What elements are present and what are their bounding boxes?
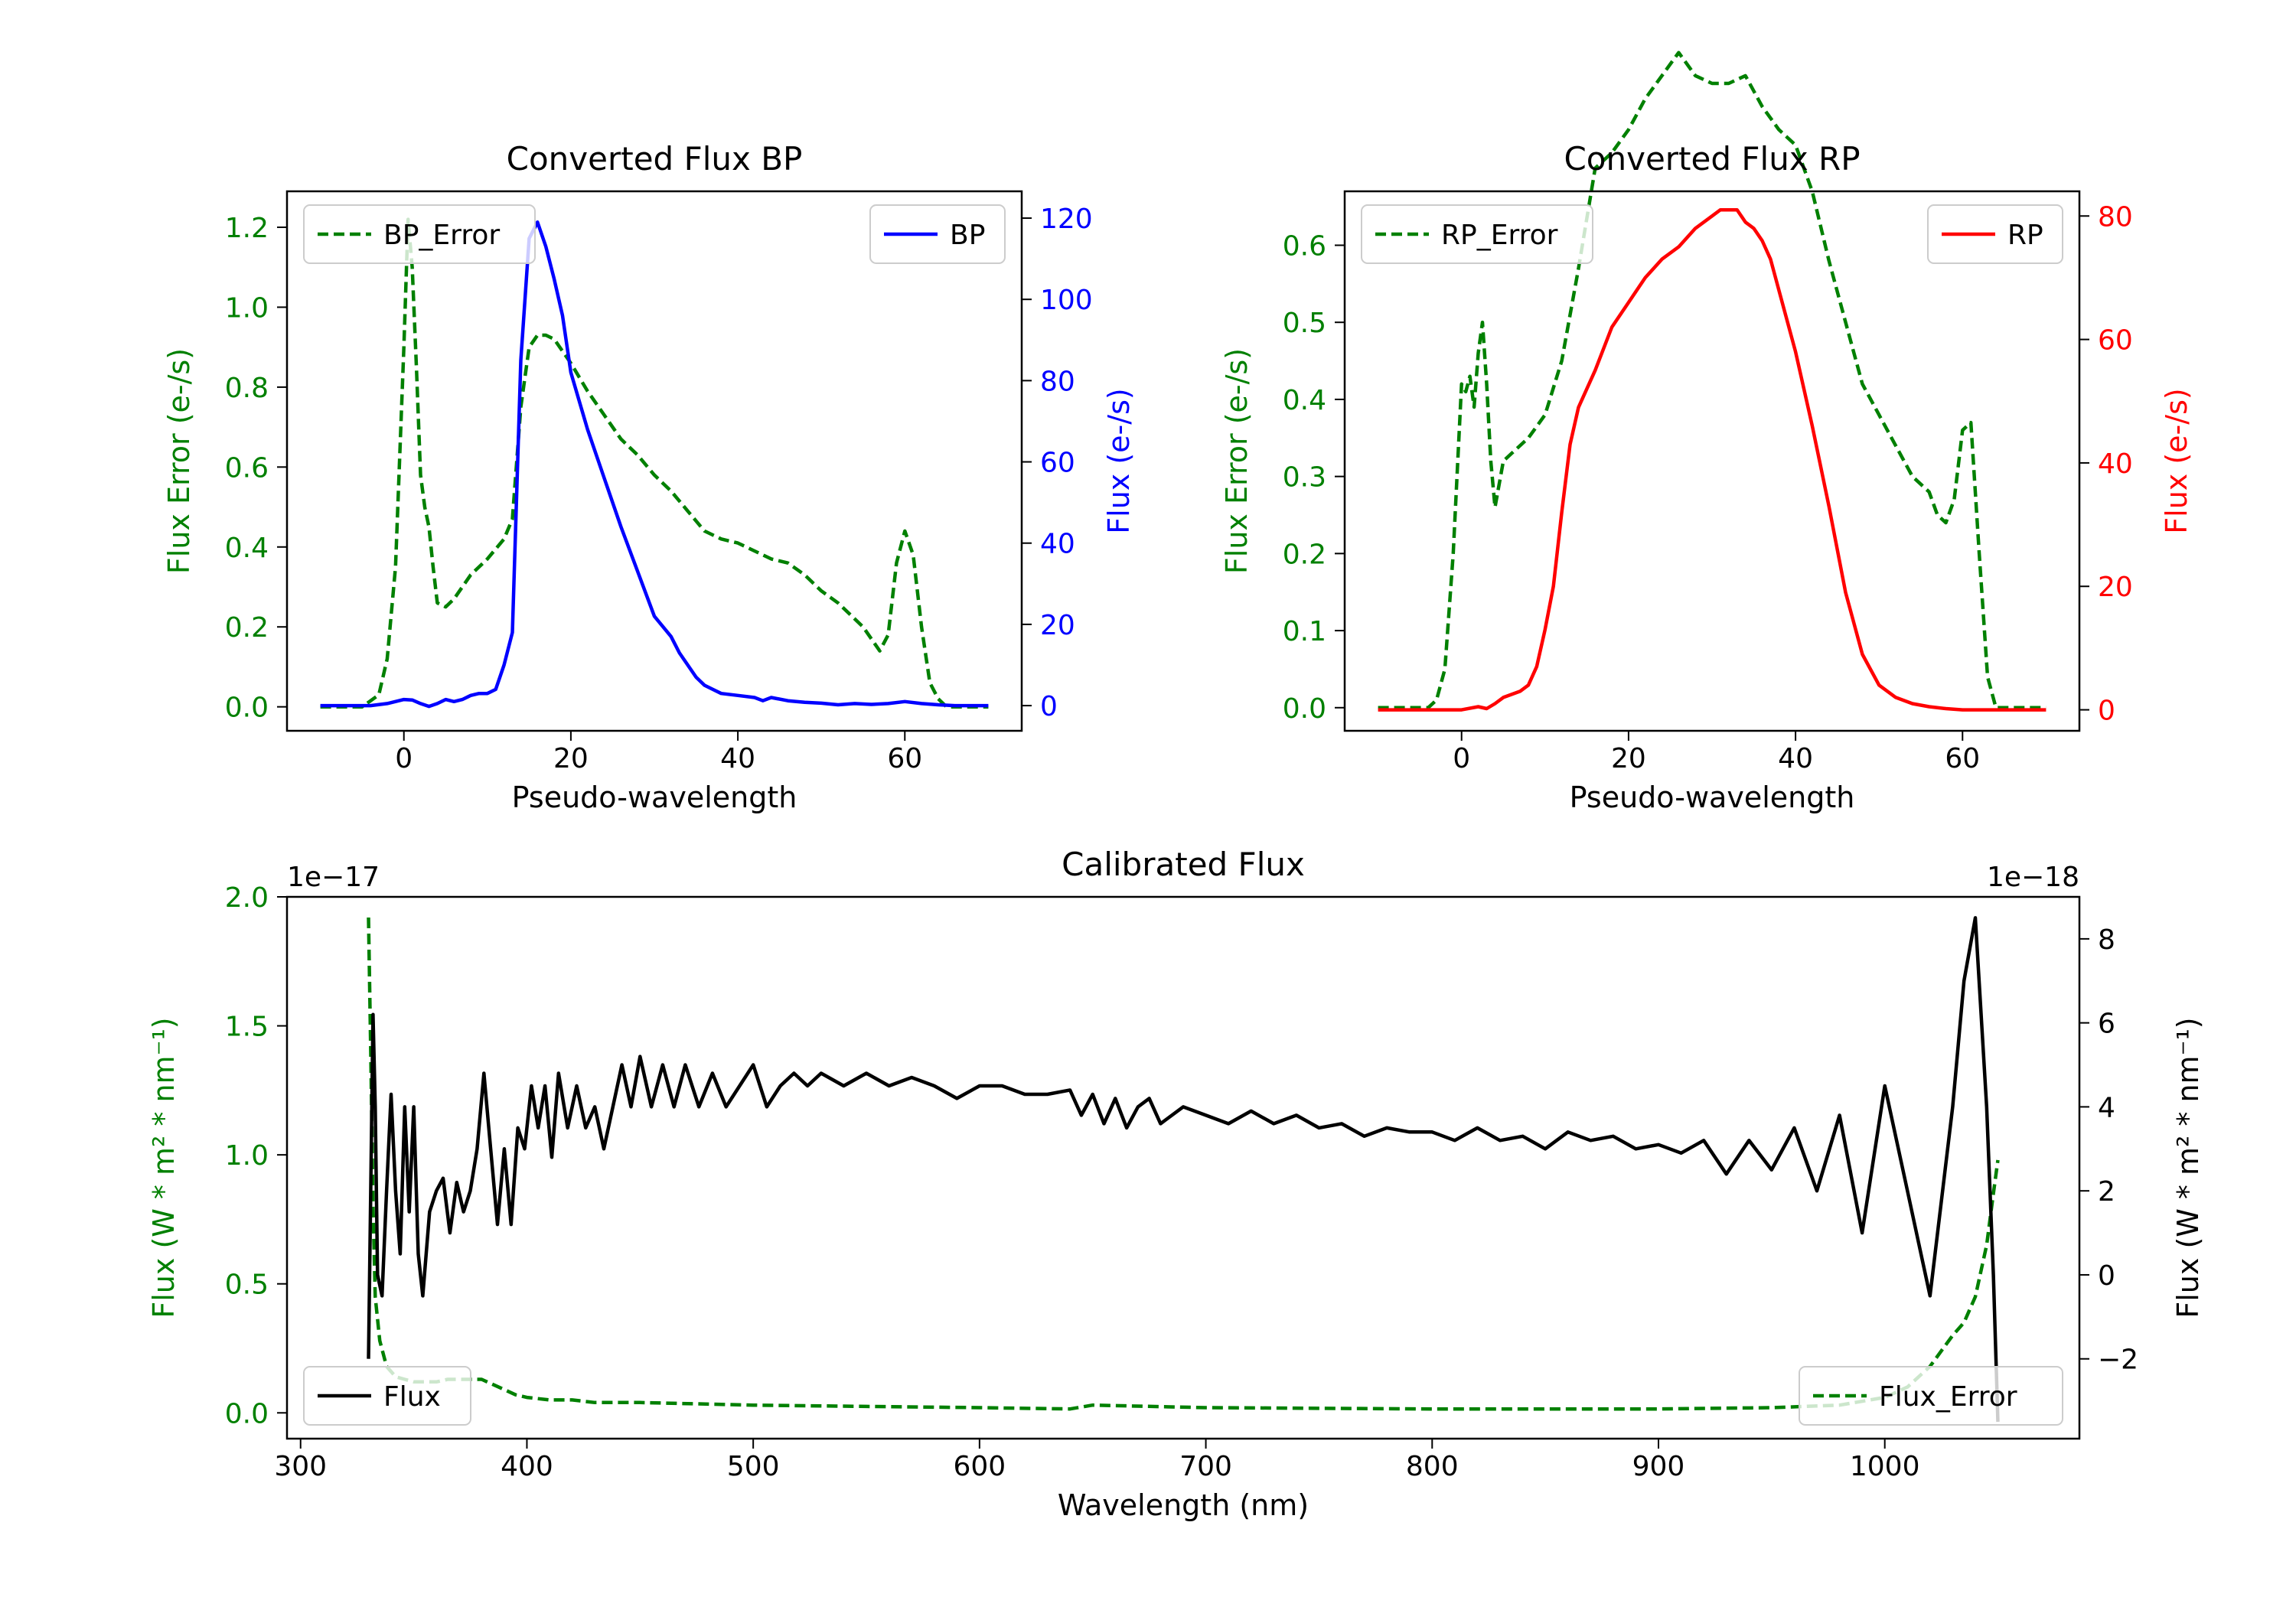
left-tick-label: 0.0 <box>1283 693 1326 725</box>
series-line-flux <box>367 916 2000 1423</box>
x-tick-label: 60 <box>1945 743 1980 774</box>
left-tick-label: 0.5 <box>225 1270 269 1301</box>
x-tick-label: 700 <box>1179 1451 1232 1482</box>
legend-box <box>303 1366 471 1426</box>
left-tick-label: 0.4 <box>1283 385 1326 416</box>
left-tick-label: 0.8 <box>225 373 269 404</box>
x-tick-label: 40 <box>1778 743 1813 774</box>
left-tick-label: 1.2 <box>225 213 269 244</box>
x-tick-label: 40 <box>720 743 755 774</box>
series-line-bp-error <box>320 217 989 709</box>
x-tick-label: 20 <box>1611 743 1646 774</box>
right-tick-label: 60 <box>2098 325 2133 357</box>
left-tick-label: 0.4 <box>225 533 269 564</box>
legend-bp-error: BP_Error <box>303 204 536 264</box>
right-tick-label: 100 <box>1040 285 1093 316</box>
right-axis-label: Flux (e-/s) <box>1102 388 1136 533</box>
right-axis-label: Flux (W * m² * nm⁻¹) <box>2171 1017 2205 1318</box>
right-tick-label: 0 <box>1040 691 1058 722</box>
left-tick-label: 1.5 <box>225 1012 269 1043</box>
x-tick-label: 0 <box>1453 743 1470 774</box>
x-tick-label: 60 <box>887 743 922 774</box>
legend-bp: BP <box>869 204 1006 264</box>
right-tick-label: 0 <box>2098 1260 2115 1292</box>
legend-label: BP_Error <box>383 220 500 251</box>
plot-frame <box>285 895 2081 1440</box>
legend-rp-error: RP_Error <box>1361 204 1593 264</box>
chart-panel-rp: 0 20 40 60 Pseudo-wavelength 0.0 0.1 0.2 0.3 0.4 0… <box>1220 51 2193 814</box>
left-tick-label: 0.0 <box>225 693 269 724</box>
right-tick-label: 8 <box>2098 924 2115 956</box>
x-axis-label: Wavelength (nm) <box>1058 1488 1309 1522</box>
series-line-rp <box>1378 207 2047 712</box>
left-tick-label: 0.5 <box>1283 308 1326 339</box>
left-tick-label: 0.3 <box>1283 462 1326 494</box>
left-axis-offset-text: 1e−17 <box>287 862 380 893</box>
right-tick-label: 60 <box>1040 448 1075 479</box>
right-tick-label: 80 <box>1040 366 1075 397</box>
right-tick-label: 80 <box>2098 201 2133 233</box>
right-axis-offset-text: 1e−18 <box>1987 862 2079 893</box>
x-tick-label: 400 <box>501 1451 553 1482</box>
legend-label: RP_Error <box>1441 220 1558 251</box>
right-tick-label: 2 <box>2098 1176 2115 1208</box>
left-tick-label: 0.2 <box>225 612 269 644</box>
left-axis-label: Flux Error (e-/s) <box>162 348 196 574</box>
left-tick-label: 0.1 <box>1283 616 1326 647</box>
legend-flux-error: Flux_Error <box>1799 1366 2063 1426</box>
left-tick-label: 0.6 <box>225 452 269 484</box>
left-axis-label: Flux Error (e-/s) <box>1220 348 1254 574</box>
legend-flux: Flux <box>303 1366 471 1426</box>
legend-label: RP <box>2007 220 2043 251</box>
x-tick-label: 0 <box>395 743 413 774</box>
x-tick-label: 1000 <box>1850 1451 1920 1482</box>
left-tick-label: 0.0 <box>225 1398 269 1429</box>
x-tick-label: 20 <box>553 743 589 774</box>
left-tick-label: 0.6 <box>1283 231 1326 262</box>
legend-label: Flux_Error <box>1879 1381 2017 1413</box>
left-tick-label: 1.0 <box>225 1140 269 1172</box>
chart-title: Converted Flux BP <box>507 140 803 178</box>
right-tick-label: 20 <box>2098 572 2133 603</box>
right-tick-label: 40 <box>1040 529 1075 560</box>
chart-title: Calibrated Flux <box>1062 846 1305 883</box>
right-tick-label: 20 <box>1040 610 1075 641</box>
legend-box <box>303 204 536 264</box>
left-tick-label: 1.0 <box>225 292 269 324</box>
x-tick-label: 800 <box>1406 1451 1459 1482</box>
x-tick-label: 600 <box>954 1451 1006 1482</box>
right-tick-label: 4 <box>2098 1092 2115 1123</box>
chart-title: Converted Flux RP <box>1564 140 1860 178</box>
x-axis-label: Pseudo-wavelength <box>512 781 797 814</box>
right-tick-label: 6 <box>2098 1009 2115 1040</box>
left-tick-label: 0.2 <box>1283 539 1326 570</box>
x-tick-label: 900 <box>1632 1451 1685 1482</box>
legend-box <box>1361 204 1593 264</box>
plot-frame <box>285 190 1023 732</box>
right-axis-label: Flux (e-/s) <box>2160 388 2193 533</box>
x-tick-label: 300 <box>274 1451 327 1482</box>
right-tick-label: −2 <box>2098 1345 2138 1376</box>
legend-label: Flux <box>383 1381 441 1413</box>
x-axis-label: Pseudo-wavelength <box>1570 781 1855 814</box>
right-tick-label: 0 <box>2098 696 2115 727</box>
plot-frame <box>1343 190 2081 732</box>
legend-label: BP <box>950 220 985 251</box>
series-line-rp-error <box>1378 51 2047 710</box>
legend-rp: RP <box>1927 204 2063 264</box>
right-tick-label: 120 <box>1040 204 1093 235</box>
chart-panel-calibrated: 300 400 500 600 700 800 900 1000 Wavelength (nm)… <box>147 846 2205 1522</box>
chart-panel-bp: 0 20 40 60 Pseudo-wavelength 0.0 0.2 0.4 0.6 0.8 1… <box>162 140 1136 814</box>
left-axis-label: Flux (W * m² * nm⁻¹) <box>147 1017 181 1318</box>
left-tick-label: 2.0 <box>225 882 269 914</box>
x-tick-label: 500 <box>727 1451 780 1482</box>
series-line-bp <box>320 220 989 709</box>
legend-box <box>1799 1366 2063 1426</box>
right-tick-label: 40 <box>2098 448 2133 480</box>
